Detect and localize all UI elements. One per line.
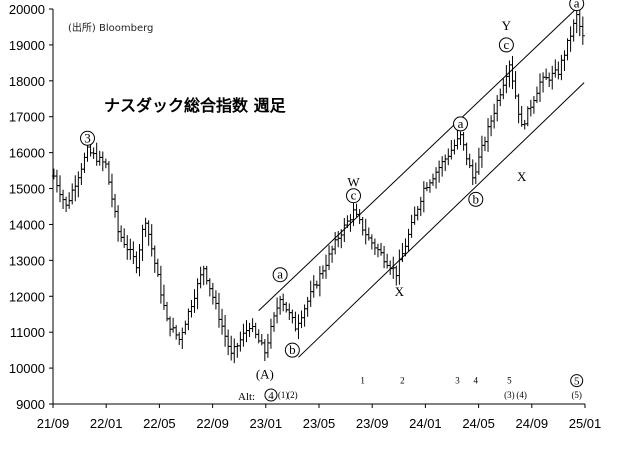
wave-labels: 3 (A) a b Wc Xa b Yc Xa — [80, 0, 585, 381]
channel-upper-line — [258, 5, 581, 311]
alt-label: 5 — [507, 376, 512, 386]
y-tick-label: 11000 — [10, 325, 45, 340]
x-axis-ticks: 21/09 22/01 22/05 22/09 23/01 23/05 23/09 24/01… — [37, 404, 602, 431]
alt-label: 5 — [574, 376, 580, 388]
alt-label-circle — [264, 388, 278, 402]
x-tick-label: 21/09 — [37, 416, 70, 431]
x-tick-label: 22/09 — [196, 416, 229, 431]
wave-label: c — [503, 37, 509, 52]
x-tick-label: 23/01 — [250, 416, 283, 431]
wave-label-circle — [498, 37, 514, 53]
x-tick-label: 24/05 — [462, 416, 495, 431]
x-tick-label: 25/01 — [569, 416, 602, 431]
alt-label: (2) — [287, 390, 298, 400]
wave-label: X — [517, 169, 527, 184]
wave-label-circle — [80, 130, 96, 146]
alt-label: (5) — [571, 390, 582, 400]
wave-label-circle — [284, 342, 300, 358]
wave-label: W — [347, 174, 360, 189]
alt-label: 4 — [474, 376, 479, 386]
wave-label: (A) — [256, 366, 274, 381]
y-tick-label: 15000 — [9, 182, 45, 197]
y-tick-label: 16000 — [9, 146, 45, 161]
alt-prefix: Alt: — [238, 391, 255, 403]
alt-label: 2 — [400, 376, 405, 386]
y-tick-label: 17000 — [9, 110, 45, 125]
alt-label-circle — [570, 374, 584, 388]
wave-label-circle — [453, 116, 469, 132]
alt-count-labels: 4 (1)(2) 1 2 3 4 5 (3) (4) 5 (5) — [264, 374, 584, 402]
channel-lower-line — [298, 82, 585, 358]
alt-label: 1 — [360, 376, 365, 386]
alt-label: (4) — [516, 390, 527, 400]
y-tick-label: 20000 — [9, 2, 45, 17]
source-label: (出所) Bloomberg — [68, 21, 153, 34]
y-tick-label: 19000 — [9, 38, 45, 53]
alt-label: (1) — [278, 390, 289, 400]
wave-label-circle — [272, 267, 288, 283]
alt-label: 3 — [455, 376, 460, 386]
x-tick-label: 24/09 — [516, 416, 549, 431]
y-axis-ticks: 9000 10000 11000 12000 13000 14000 15000 16000 1… — [9, 2, 53, 412]
wave-label: b — [289, 342, 296, 357]
price-bars — [51, 7, 585, 364]
y-tick-label: 13000 — [9, 253, 45, 268]
alt-label: (3) — [504, 390, 515, 400]
x-tick-label: 24/01 — [409, 416, 442, 431]
x-tick-label: 22/01 — [90, 416, 123, 431]
wave-label-circle — [468, 191, 484, 207]
y-tick-label: 9000 — [16, 397, 45, 412]
trend-channel — [258, 5, 585, 358]
wave-label: a — [277, 267, 283, 282]
x-tick-label: 23/05 — [303, 416, 336, 431]
wave-label: b — [473, 191, 480, 206]
x-tick-label: 23/09 — [356, 416, 389, 431]
y-tick-label: 12000 — [9, 289, 45, 304]
wave-label-circle — [346, 188, 362, 204]
wave-label: Y — [502, 18, 512, 33]
y-tick-label: 10000 — [9, 361, 45, 376]
wave-label-circle — [569, 0, 585, 12]
x-tick-label: 22/05 — [143, 416, 176, 431]
wave-label: a — [574, 0, 580, 11]
wave-label: 3 — [84, 130, 91, 145]
wave-label: c — [351, 188, 357, 203]
chart-title: ナスダック総合指数 週足 — [104, 96, 287, 115]
wave-label: X — [395, 284, 405, 299]
y-tick-label: 18000 — [9, 74, 45, 89]
axes — [52, 9, 585, 405]
alt-label: 4 — [268, 390, 274, 402]
y-tick-label: 14000 — [9, 217, 45, 232]
wave-label: a — [458, 116, 464, 131]
